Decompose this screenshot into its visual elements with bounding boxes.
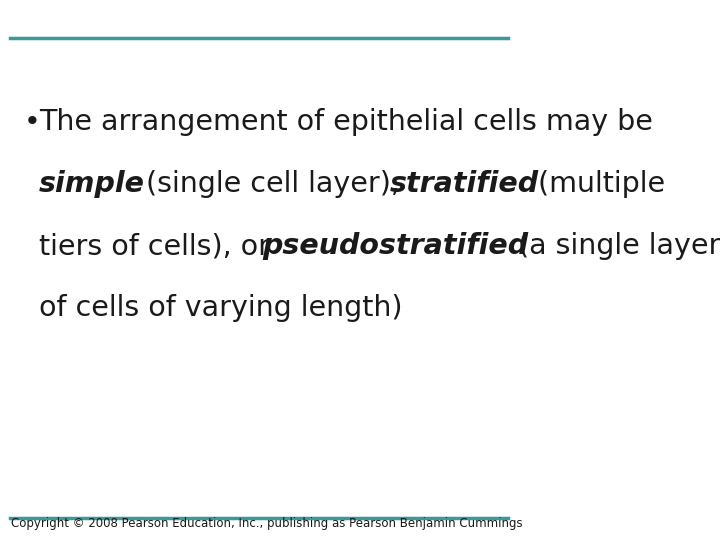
- Text: stratified: stratified: [390, 170, 539, 198]
- Text: simple: simple: [39, 170, 145, 198]
- Text: of cells of varying length): of cells of varying length): [39, 294, 402, 322]
- Text: Copyright © 2008 Pearson Education, Inc., publishing as Pearson Benjamin Cumming: Copyright © 2008 Pearson Education, Inc.…: [12, 517, 523, 530]
- Text: (a single layer: (a single layer: [509, 232, 720, 260]
- Text: (multiple: (multiple: [528, 170, 665, 198]
- Text: tiers of cells), or: tiers of cells), or: [39, 232, 279, 260]
- Text: pseudostratified: pseudostratified: [262, 232, 528, 260]
- Text: The arrangement of epithelial cells may be: The arrangement of epithelial cells may …: [39, 108, 653, 136]
- Text: (single cell layer),: (single cell layer),: [138, 170, 409, 198]
- Text: •: •: [23, 108, 40, 136]
